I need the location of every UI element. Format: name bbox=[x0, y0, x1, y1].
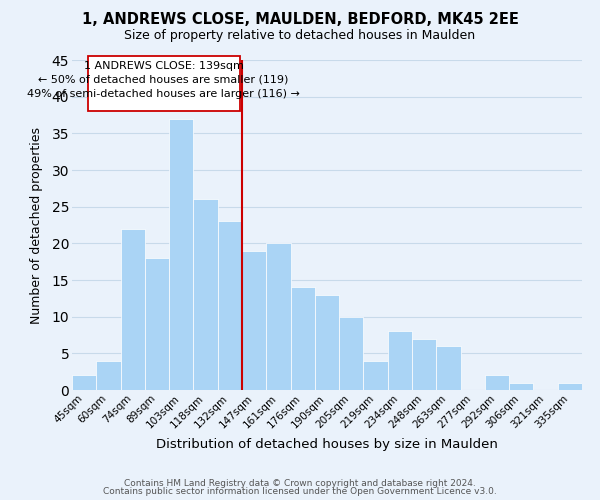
Bar bbox=[145, 258, 169, 390]
Bar bbox=[412, 338, 436, 390]
Bar bbox=[339, 316, 364, 390]
Text: 1 ANDREWS CLOSE: 139sqm: 1 ANDREWS CLOSE: 139sqm bbox=[84, 61, 244, 71]
Bar bbox=[315, 294, 339, 390]
Bar bbox=[242, 250, 266, 390]
Bar bbox=[436, 346, 461, 390]
Bar bbox=[218, 222, 242, 390]
Bar bbox=[96, 360, 121, 390]
Bar bbox=[509, 382, 533, 390]
FancyBboxPatch shape bbox=[88, 56, 239, 112]
Bar bbox=[388, 332, 412, 390]
Text: 1, ANDREWS CLOSE, MAULDEN, BEDFORD, MK45 2EE: 1, ANDREWS CLOSE, MAULDEN, BEDFORD, MK45… bbox=[82, 12, 518, 28]
Bar bbox=[364, 360, 388, 390]
Bar bbox=[290, 288, 315, 390]
X-axis label: Distribution of detached houses by size in Maulden: Distribution of detached houses by size … bbox=[156, 438, 498, 451]
Bar bbox=[193, 200, 218, 390]
Text: ← 50% of detached houses are smaller (119): ← 50% of detached houses are smaller (11… bbox=[38, 75, 289, 85]
Y-axis label: Number of detached properties: Number of detached properties bbox=[30, 126, 43, 324]
Bar bbox=[121, 228, 145, 390]
Bar bbox=[72, 376, 96, 390]
Bar bbox=[558, 382, 582, 390]
Bar bbox=[169, 118, 193, 390]
Text: Size of property relative to detached houses in Maulden: Size of property relative to detached ho… bbox=[124, 29, 476, 42]
Text: Contains HM Land Registry data © Crown copyright and database right 2024.: Contains HM Land Registry data © Crown c… bbox=[124, 478, 476, 488]
Bar bbox=[485, 376, 509, 390]
Text: 49% of semi-detached houses are larger (116) →: 49% of semi-detached houses are larger (… bbox=[27, 90, 300, 100]
Text: Contains public sector information licensed under the Open Government Licence v3: Contains public sector information licen… bbox=[103, 487, 497, 496]
Bar bbox=[266, 244, 290, 390]
